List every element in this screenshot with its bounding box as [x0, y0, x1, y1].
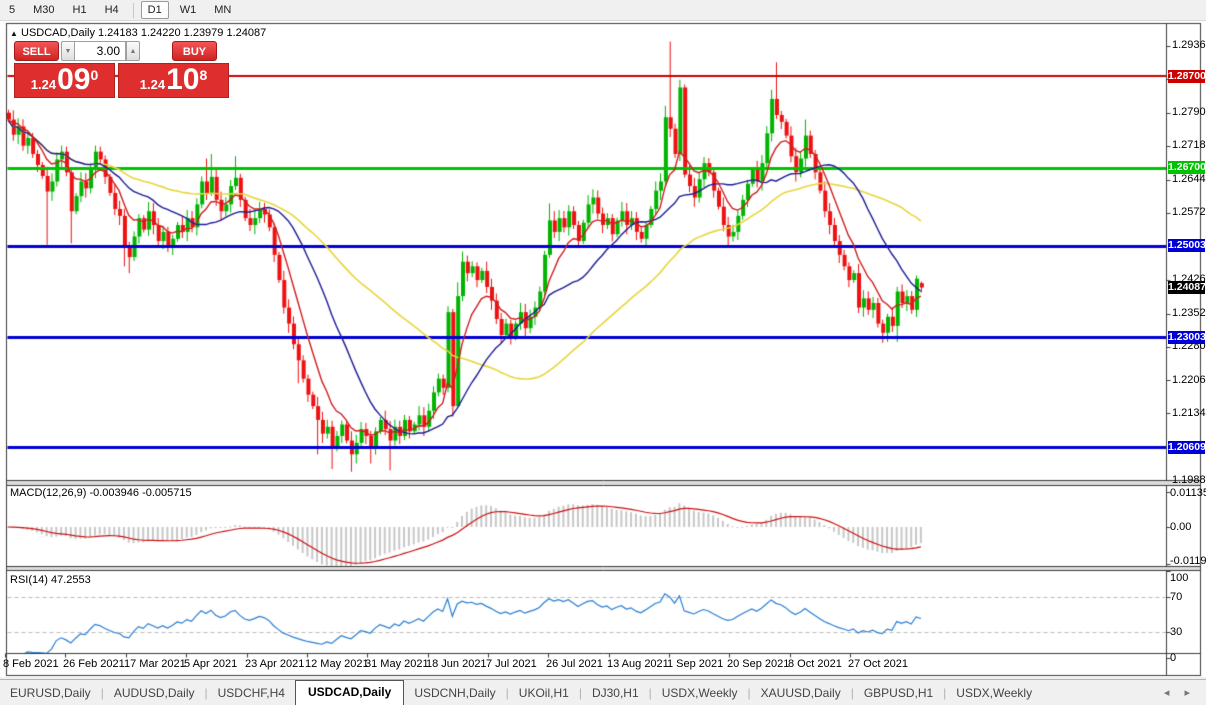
tab-separator: | — [578, 686, 582, 700]
x-axis-label: 31 May 2021 — [365, 658, 429, 670]
timeframe-button-mn[interactable]: MN — [214, 4, 232, 16]
sell-button[interactable]: SELL — [14, 41, 59, 61]
x-axis-label: 5 Apr 2021 — [184, 658, 238, 670]
timeframe-button-h4[interactable]: H4 — [104, 4, 119, 16]
macd-axis-label: 0.01135 — [1170, 486, 1206, 499]
tab-scroll-arrows[interactable]: ◂ ▸ — [1163, 687, 1196, 699]
price-level-badge: 1.23003 — [1168, 330, 1206, 344]
chart-title: USDCAD,Daily 1.24183 1.24220 1.23979 1.2… — [21, 27, 267, 39]
rsi-axis-label: 70 — [1170, 590, 1183, 603]
price-level-badge: 1.28700 — [1168, 69, 1206, 83]
y-axis-label: 1.27900 — [1172, 106, 1206, 119]
sell-price-big: 09 — [57, 63, 91, 96]
timeframe-button-d1[interactable]: D1 — [140, 1, 169, 19]
y-axis-label: 1.26440 — [1172, 173, 1206, 186]
x-axis-label: 27 Oct 2021 — [848, 658, 908, 670]
macd-indicator-label: MACD(12,26,9) -0.003946 -0.005715 — [10, 487, 192, 499]
timeframe-button-h1[interactable]: H1 — [72, 4, 87, 16]
trade-controls-row: SELL ▼ 3.00 ▲ BUY — [14, 41, 229, 61]
tab-separator: | — [648, 686, 652, 700]
buy-price-sup: 8 — [199, 67, 208, 83]
chart-tab-usdx-weekly[interactable]: USDX,Weekly — [956, 686, 1033, 700]
chart-tab-usdchf-h4[interactable]: USDCHF,H4 — [217, 686, 285, 700]
rsi-axis-label: 0 — [1170, 651, 1177, 664]
y-axis-label: 1.21340 — [1172, 406, 1206, 419]
y-axis-label: 1.22060 — [1172, 373, 1206, 386]
tab-separator: | — [850, 686, 854, 700]
x-axis-label: 20 Sep 2021 — [727, 658, 790, 670]
chart-tab-audusd-daily[interactable]: AUDUSD,Daily — [113, 686, 195, 700]
buy-price-box[interactable]: 1.24 10 8 — [118, 63, 229, 98]
chart-tab-ukoil-h1[interactable]: UKOil,H1 — [518, 686, 569, 700]
volume-decrease-icon[interactable]: ▼ — [61, 41, 75, 61]
chart-window: ▲ USDCAD,Daily 1.24183 1.24220 1.23979 1… — [0, 21, 1206, 677]
chart-tab-dj30-h1[interactable]: DJ30,H1 — [591, 686, 639, 700]
chart-canvas[interactable] — [0, 21, 1206, 677]
macd-axis-label: -0.01190 — [1170, 554, 1206, 567]
price-level-badge: 1.20609 — [1168, 440, 1206, 454]
x-axis-label: 7 Jul 2021 — [486, 658, 537, 670]
chart-tab-usdcnh-daily[interactable]: USDCNH,Daily — [414, 686, 496, 700]
volume-increase-icon[interactable]: ▲ — [126, 41, 140, 61]
sell-price-small: 1.24 — [30, 77, 57, 92]
y-axis-label: 1.27180 — [1172, 139, 1206, 152]
tab-separator: | — [204, 686, 208, 700]
sell-price-sup: 0 — [90, 67, 99, 83]
timeframe-button-5[interactable]: 5 — [9, 4, 16, 16]
tab-separator: | — [943, 686, 947, 700]
x-axis-label: 1 Sep 2021 — [667, 658, 724, 670]
tab-separator: | — [747, 686, 751, 700]
y-axis-label: 1.29360 — [1172, 39, 1206, 52]
rsi-axis-label: 100 — [1170, 571, 1189, 584]
macd-axis-label: 0.00 — [1170, 520, 1192, 533]
buy-button[interactable]: BUY — [172, 41, 217, 61]
timeframe-toolbar: 5 M30 H1 H4 D1 W1 MN — [0, 0, 1206, 21]
chart-tab-xauusd-daily[interactable]: XAUUSD,Daily — [760, 686, 841, 700]
x-axis-label: 8 Oct 2021 — [788, 658, 842, 670]
chart-tab-gbpusd-h1[interactable]: GBPUSD,H1 — [863, 686, 934, 700]
collapse-panel-icon[interactable]: ▲ — [10, 29, 18, 38]
volume-field[interactable]: 3.00 — [74, 41, 126, 61]
price-level-badge: 1.25003 — [1168, 239, 1206, 253]
tab-separator: | — [100, 686, 104, 700]
chart-tab-bar: EURUSD,Daily | AUDUSD,Daily | USDCHF,H4 USDCA… — [0, 679, 1206, 705]
y-axis-label: 1.25720 — [1172, 206, 1206, 219]
timeframe-button-w1[interactable]: W1 — [179, 4, 197, 16]
x-axis-label: 17 Mar 2021 — [124, 658, 186, 670]
chart-tab-usdx-weekly[interactable]: USDX,Weekly — [661, 686, 738, 700]
price-level-badge: 1.26700 — [1168, 161, 1206, 175]
x-axis-label: 13 Aug 2021 — [607, 658, 669, 670]
chart-tab-usdcad-daily[interactable]: USDCAD,Daily — [294, 680, 405, 705]
rsi-axis-label: 30 — [1170, 625, 1183, 638]
x-axis-label: 18 Jun 2021 — [426, 658, 487, 670]
chart-tab-eurusd-daily[interactable]: EURUSD,Daily — [10, 686, 91, 700]
x-axis-label: 26 Feb 2021 — [63, 658, 125, 670]
x-axis-label: 8 Feb 2021 — [3, 658, 59, 670]
x-axis-label: 26 Jul 2021 — [546, 658, 603, 670]
timeframe-button-m30[interactable]: M30 — [33, 4, 55, 16]
y-axis-label: 1.23520 — [1172, 307, 1206, 320]
buy-price-big: 10 — [166, 63, 200, 96]
tab-separator: | — [505, 686, 509, 700]
sell-price-box[interactable]: 1.24 09 0 — [14, 63, 115, 98]
rsi-indicator-label: RSI(14) 47.2553 — [10, 574, 91, 586]
toolbar-separator — [132, 2, 134, 18]
x-axis-label: 12 May 2021 — [305, 658, 369, 670]
x-axis-label: 23 Apr 2021 — [245, 658, 305, 670]
buy-price-small: 1.24 — [139, 77, 166, 92]
current-price-badge: 1.24087 — [1168, 281, 1206, 295]
